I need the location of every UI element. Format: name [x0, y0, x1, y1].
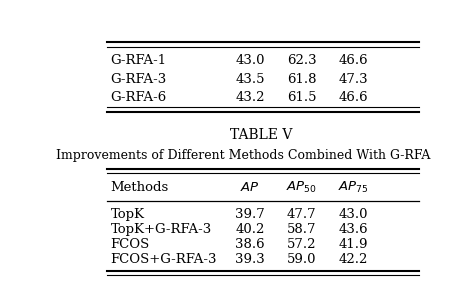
- Text: $AP_{50}$: $AP_{50}$: [286, 180, 317, 195]
- Text: G-RFA-3: G-RFA-3: [110, 73, 167, 86]
- Text: 43.5: 43.5: [236, 73, 265, 86]
- Text: 47.3: 47.3: [338, 73, 368, 86]
- Text: TopK: TopK: [110, 208, 145, 221]
- Text: 43.6: 43.6: [338, 223, 368, 236]
- Text: Improvements of Different Methods Combined With G-RFA: Improvements of Different Methods Combin…: [56, 149, 430, 162]
- Text: Methods: Methods: [110, 181, 169, 194]
- Text: 46.6: 46.6: [338, 91, 368, 104]
- Text: 61.8: 61.8: [287, 73, 317, 86]
- Text: G-RFA-6: G-RFA-6: [110, 91, 167, 104]
- Text: TopK+G-RFA-3: TopK+G-RFA-3: [110, 223, 212, 236]
- Text: 58.7: 58.7: [287, 223, 317, 236]
- Text: 59.0: 59.0: [287, 253, 317, 266]
- Text: 62.3: 62.3: [287, 54, 317, 67]
- Text: FCOS+G-RFA-3: FCOS+G-RFA-3: [110, 253, 217, 266]
- Text: 61.5: 61.5: [287, 91, 317, 104]
- Text: $AP$: $AP$: [240, 181, 260, 194]
- Text: 43.0: 43.0: [338, 208, 368, 221]
- Text: 38.6: 38.6: [236, 238, 265, 251]
- Text: 40.2: 40.2: [236, 223, 265, 236]
- Text: FCOS: FCOS: [110, 238, 150, 251]
- Text: 46.6: 46.6: [338, 54, 368, 67]
- Text: 41.9: 41.9: [338, 238, 368, 251]
- Text: 57.2: 57.2: [287, 238, 317, 251]
- Text: 42.2: 42.2: [338, 253, 368, 266]
- Text: $AP_{75}$: $AP_{75}$: [338, 180, 368, 195]
- Text: 39.7: 39.7: [236, 208, 265, 221]
- Text: 43.2: 43.2: [236, 91, 265, 104]
- Text: G-RFA-1: G-RFA-1: [110, 54, 167, 67]
- Text: 43.0: 43.0: [236, 54, 265, 67]
- Text: 47.7: 47.7: [287, 208, 317, 221]
- Text: TABLE V: TABLE V: [230, 128, 292, 142]
- Text: 39.3: 39.3: [236, 253, 265, 266]
